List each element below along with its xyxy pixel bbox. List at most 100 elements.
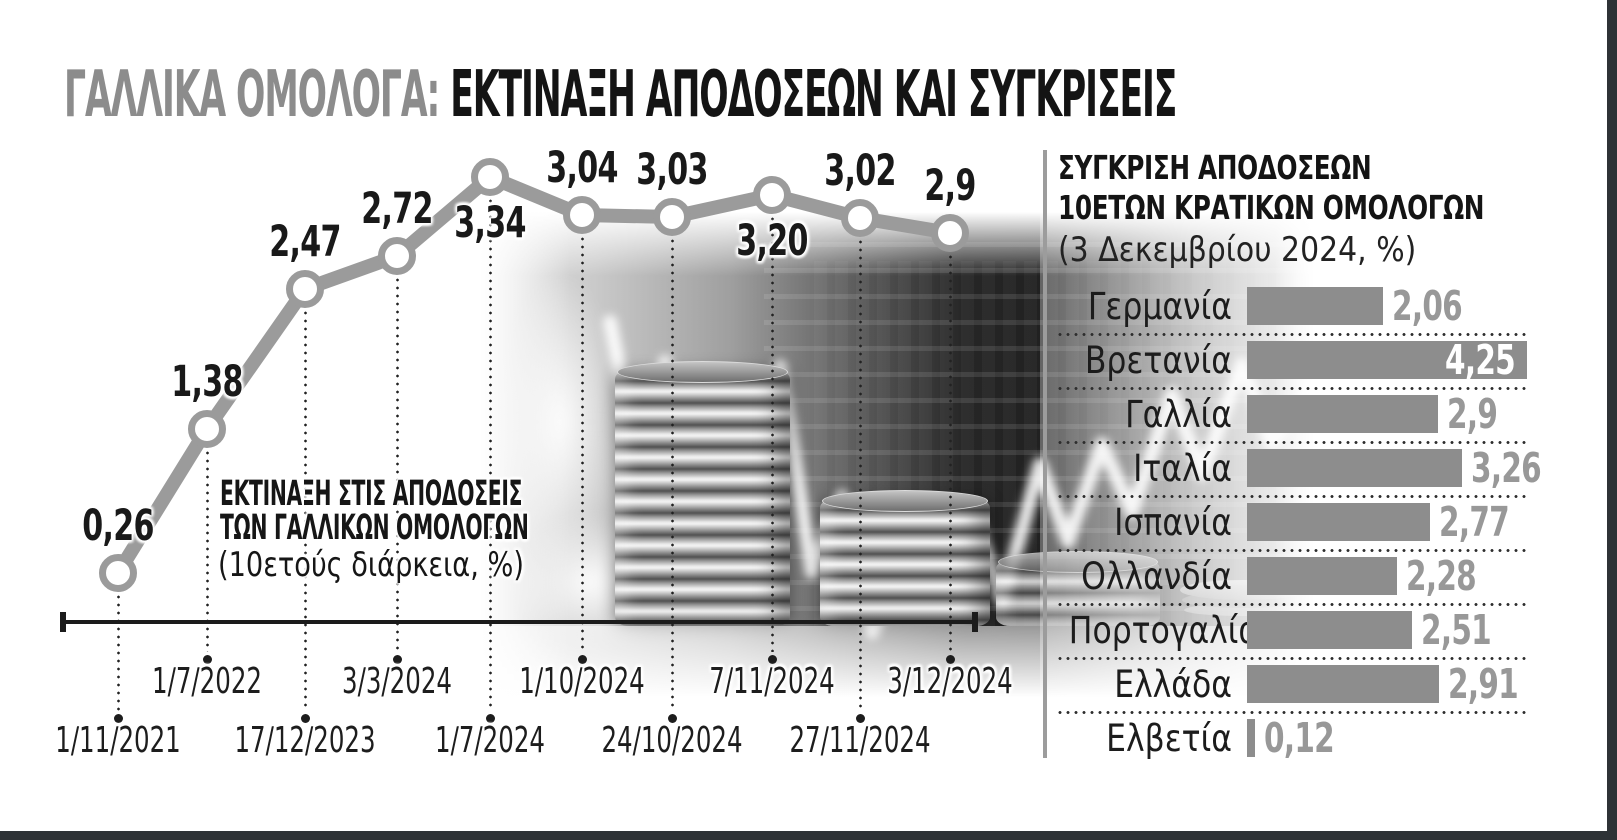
date-leader-line bbox=[949, 253, 952, 652]
bar-country-label: Γαλλία bbox=[1125, 393, 1232, 436]
date-leader-line bbox=[859, 238, 862, 711]
panel-heading-line2: 10ΕΤΩΝ ΚΡΑΤΙΚΩΝ ΟΜΟΛΟΓΩΝ bbox=[1058, 188, 1485, 227]
bar-country-label: Ισπανία bbox=[1114, 501, 1232, 544]
data-point-marker bbox=[653, 198, 691, 236]
bar-row-separator bbox=[1056, 711, 1530, 714]
date-leader-dot bbox=[856, 714, 865, 723]
bar-value: 2,77 bbox=[1439, 498, 1510, 546]
line-chart-annotation-line1: ΕΚΤΙΝΑΞΗ ΣΤΙΣ ΑΠΟΔΟΣΕΙΣ bbox=[220, 474, 523, 514]
date-leader-dot bbox=[301, 714, 310, 723]
bar-value: 2,06 bbox=[1392, 282, 1463, 330]
bar bbox=[1247, 665, 1439, 703]
page-edge-right bbox=[1607, 0, 1617, 840]
bar bbox=[1247, 287, 1383, 325]
line-chart-annotation-subtitle: (10ετούς διάρκεια, %) bbox=[218, 545, 524, 585]
panel-heading-line1: ΣΥΓΚΡΙΣΗ ΑΠΟΔΟΣΕΩΝ bbox=[1058, 148, 1372, 187]
date-leader-line bbox=[671, 237, 674, 711]
data-point-value: 3,04 bbox=[546, 143, 618, 193]
x-axis-right-tick bbox=[972, 612, 978, 632]
bar-row-separator bbox=[1056, 549, 1530, 552]
data-point-value: 0,26 bbox=[82, 501, 154, 551]
bar-row-separator bbox=[1056, 603, 1530, 606]
data-point-value: 3,20 bbox=[736, 216, 808, 266]
data-point-value: 3,02 bbox=[824, 146, 896, 196]
date-leader-dot bbox=[578, 655, 587, 664]
bar-country-label: Ολλανδία bbox=[1081, 555, 1232, 598]
bar-value: 3,26 bbox=[1471, 444, 1542, 492]
bar bbox=[1247, 611, 1412, 649]
date-leader-line bbox=[117, 593, 120, 711]
bar-value: 2,51 bbox=[1421, 606, 1492, 654]
date-leader-line bbox=[396, 276, 399, 652]
panel-subtitle: (3 Δεκεμβρίου 2024, %) bbox=[1058, 230, 1417, 270]
x-tick-label: 24/10/2024 bbox=[601, 720, 743, 761]
x-tick-label: 1/10/2024 bbox=[519, 661, 645, 702]
photo-coin-stack-tall bbox=[615, 361, 790, 626]
date-leader-line bbox=[304, 309, 307, 711]
bar-row-separator bbox=[1056, 387, 1530, 390]
x-tick-label: 3/3/2024 bbox=[342, 661, 452, 702]
bar-country-label: Ελβετία bbox=[1106, 717, 1232, 760]
bar-value: 0,12 bbox=[1264, 714, 1335, 762]
data-point-marker bbox=[563, 196, 601, 234]
x-tick-label: 1/7/2024 bbox=[435, 720, 545, 761]
page-title-main: ΕΚΤΙΝΑΞΗ ΑΠΟΔΟΣΕΩΝ ΚΑΙ ΣΥΓΚΡΙΣΕΙΣ bbox=[439, 58, 1177, 132]
x-axis bbox=[62, 620, 976, 624]
bar-row-separator bbox=[1056, 333, 1530, 336]
yield-line-path bbox=[111, 170, 957, 580]
date-leader-dot bbox=[946, 655, 955, 664]
bar bbox=[1247, 503, 1430, 541]
data-point-value: 3,34 bbox=[454, 198, 526, 248]
date-leader-line bbox=[771, 215, 774, 652]
bar bbox=[1247, 557, 1397, 595]
data-point-value: 3,03 bbox=[636, 145, 708, 195]
x-axis-left-tick bbox=[60, 612, 66, 632]
bar bbox=[1247, 341, 1527, 379]
data-point-marker bbox=[99, 554, 137, 592]
bar-row-separator bbox=[1056, 657, 1530, 660]
data-point-marker bbox=[753, 176, 791, 214]
bar bbox=[1247, 449, 1462, 487]
data-point-marker bbox=[931, 214, 969, 252]
x-tick-label: 1/11/2021 bbox=[55, 720, 181, 761]
bar bbox=[1247, 719, 1255, 757]
x-tick-label: 27/11/2024 bbox=[789, 720, 931, 761]
date-leader-dot bbox=[668, 714, 677, 723]
x-tick-label: 3/12/2024 bbox=[887, 661, 1013, 702]
data-point-value: 2,9 bbox=[924, 161, 976, 211]
bar-country-label: Γερμανία bbox=[1087, 285, 1232, 328]
date-leader-dot bbox=[203, 655, 212, 664]
date-leader-dot bbox=[393, 655, 402, 664]
page-title: ΓΑΛΛΙΚΑ ΟΜΟΛΟΓΑ: ΕΚΤΙΝΑΞΗ ΑΠΟΔΟΣΕΩΝ ΚΑΙ … bbox=[64, 62, 1177, 128]
data-point-marker bbox=[188, 410, 226, 448]
photo-coin-stack-short bbox=[820, 490, 990, 626]
line-chart-annotation-line2: ΤΩΝ ΓΑΛΛΙΚΩΝ ΟΜΟΛΟΓΩΝ bbox=[220, 508, 529, 548]
data-point-marker bbox=[286, 270, 324, 308]
bar-country-label: Πορτογαλία bbox=[1068, 609, 1260, 652]
bar-country-label: Βρετανία bbox=[1084, 339, 1232, 382]
bar-row-separator bbox=[1056, 495, 1530, 498]
panel-divider-line bbox=[1043, 150, 1047, 758]
bar-value: 4,25 bbox=[1445, 336, 1516, 384]
data-point-value: 1,38 bbox=[171, 357, 243, 407]
data-point-value: 2,47 bbox=[269, 217, 341, 267]
bar-country-label: Ιταλία bbox=[1133, 447, 1232, 490]
x-tick-label: 7/11/2024 bbox=[709, 661, 835, 702]
date-leader-dot bbox=[114, 714, 123, 723]
data-point-marker bbox=[841, 199, 879, 237]
bar bbox=[1247, 395, 1438, 433]
date-leader-dot bbox=[768, 655, 777, 664]
page-edge-bottom bbox=[0, 831, 1617, 840]
bar-country-label: Ελλάδα bbox=[1114, 663, 1232, 706]
x-tick-label: 1/7/2022 bbox=[152, 661, 262, 702]
date-leader-dot bbox=[486, 714, 495, 723]
bar-value: 2,91 bbox=[1448, 660, 1519, 708]
bar-value: 2,9 bbox=[1447, 390, 1498, 438]
date-leader-line bbox=[581, 235, 584, 652]
date-leader-line bbox=[489, 197, 492, 711]
x-tick-label: 17/12/2023 bbox=[234, 720, 376, 761]
data-point-value: 2,72 bbox=[361, 184, 433, 234]
